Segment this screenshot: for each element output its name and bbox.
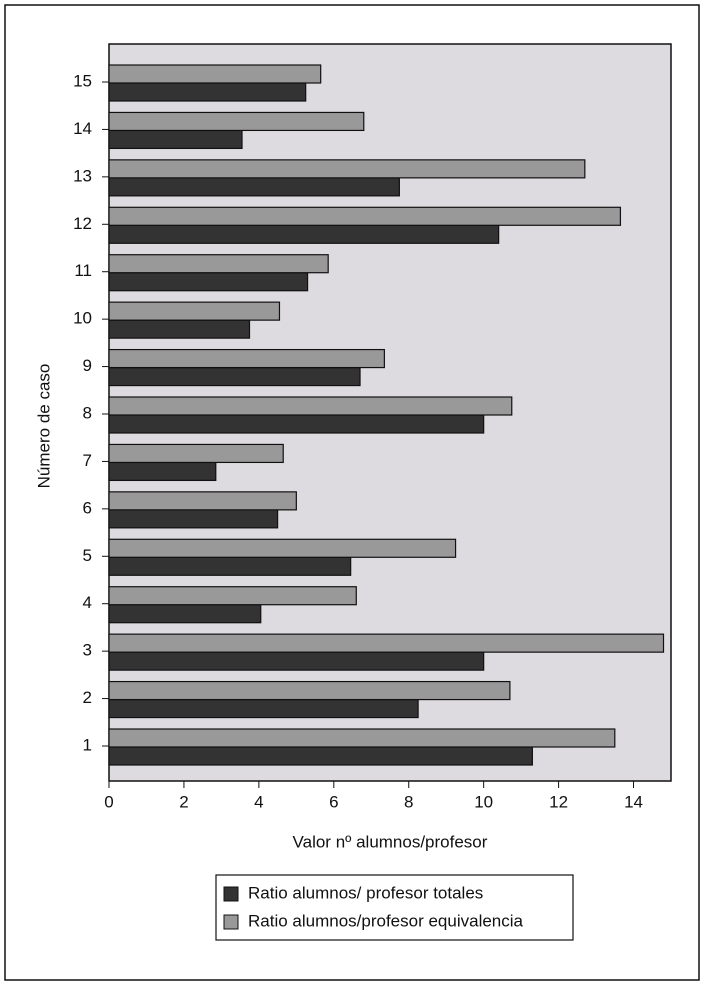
bar — [108, 348, 385, 369]
y-tick-label: 9 — [83, 356, 92, 375]
bar — [108, 728, 616, 748]
x-tick-label: 8 — [404, 792, 413, 811]
bar — [108, 82, 307, 102]
bar — [108, 633, 665, 653]
x-tick-label: 0 — [104, 792, 113, 811]
bar — [108, 414, 485, 434]
bar — [108, 680, 511, 701]
y-tick-label: 10 — [73, 309, 92, 328]
y-tick-label: 15 — [73, 71, 92, 90]
x-tick-label: 10 — [474, 792, 493, 811]
bar — [108, 272, 309, 292]
bar — [108, 586, 357, 606]
bar — [108, 254, 329, 274]
legend-label: Ratio alumnos/profesor equivalencia — [248, 911, 524, 930]
bar — [108, 224, 500, 244]
y-tick-label: 5 — [83, 546, 92, 565]
y-tick-label: 13 — [73, 166, 92, 185]
y-tick-label: 2 — [83, 688, 92, 707]
x-tick-label: 6 — [329, 792, 338, 811]
bar — [108, 491, 297, 511]
y-tick-label: 1 — [83, 735, 92, 754]
bar — [108, 556, 352, 576]
legend-label: Ratio alumnos/ profesor totales — [248, 883, 483, 902]
bar — [108, 177, 400, 197]
legend-swatch — [223, 886, 239, 902]
bar — [108, 538, 457, 558]
bar — [108, 64, 322, 84]
x-tick-label: 2 — [179, 792, 188, 811]
x-axis-label: Valor nº alumnos/profesor — [293, 832, 488, 851]
bar — [108, 301, 281, 321]
y-tick-label: 12 — [73, 214, 92, 233]
y-tick-label: 11 — [74, 261, 92, 280]
y-tick-label: 6 — [83, 498, 92, 517]
y-tick-label: 14 — [73, 119, 92, 138]
y-tick-label: 8 — [83, 403, 92, 422]
y-tick-label: 4 — [83, 593, 92, 612]
x-tick-label: 14 — [624, 792, 643, 811]
bar — [108, 206, 622, 226]
bar — [108, 604, 262, 624]
bar — [108, 443, 284, 464]
bar — [108, 746, 533, 766]
bar — [108, 509, 279, 529]
bar — [108, 698, 419, 719]
x-tick-label: 12 — [549, 792, 568, 811]
bar — [108, 111, 365, 132]
bar — [108, 651, 485, 671]
y-tick-label: 3 — [83, 641, 92, 660]
bar — [108, 319, 251, 339]
bar — [108, 129, 243, 150]
x-tick-label: 4 — [254, 792, 263, 811]
bar — [108, 366, 361, 387]
legend — [215, 874, 574, 941]
legend-swatch — [223, 914, 239, 930]
y-axis-label: Número de caso — [34, 364, 53, 489]
bar — [108, 159, 586, 179]
bar — [108, 461, 217, 482]
y-tick-label: 7 — [83, 451, 92, 470]
bar — [108, 396, 513, 416]
